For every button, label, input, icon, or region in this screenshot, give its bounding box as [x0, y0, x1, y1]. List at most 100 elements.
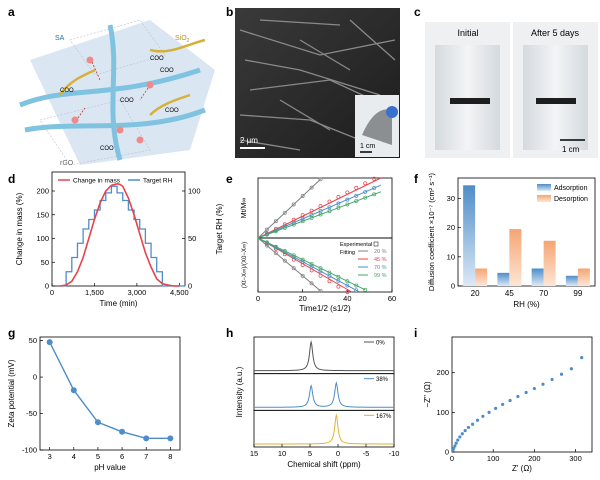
series-line-change-in-mass	[60, 183, 180, 287]
film-after	[536, 98, 576, 104]
fit-line-top-70	[257, 184, 382, 239]
data-point-bottom-20	[309, 281, 314, 286]
data-point-nyquist	[475, 418, 480, 422]
data-point-top-20	[264, 227, 269, 232]
data-point-bottom-99	[354, 283, 359, 288]
x-tick-label: 6	[120, 452, 124, 461]
data-point-top-45	[336, 195, 341, 199]
panel-letter-h: h	[226, 326, 233, 340]
data-point-top-20	[291, 202, 296, 207]
data-point-top-45	[282, 222, 287, 227]
x-tick-label: 8	[168, 452, 172, 461]
data-point-top-99	[300, 219, 305, 224]
data-point-bottom-99	[282, 249, 287, 253]
scale-bar-inset-label: 1 cm	[360, 143, 375, 150]
label-coo: COO	[150, 56, 164, 62]
x-tick-label: 1,500	[85, 288, 104, 297]
fit-line-bottom-20	[257, 237, 321, 292]
data-point-zeta	[143, 435, 150, 442]
fit-line-top-45	[257, 177, 382, 239]
film-sample	[362, 109, 392, 145]
fit-line-bottom-45	[257, 237, 353, 293]
x-tick-label: 5	[308, 449, 312, 458]
y-tick-label: 200	[36, 187, 49, 196]
fit-line-bottom-70	[257, 237, 359, 292]
y-axis-label: (Xt−X∞)/(X0−X∞)	[242, 242, 248, 288]
hydrogen-bond	[139, 87, 149, 101]
legend-label-38: 38%	[376, 377, 389, 383]
x-tick-label: 4	[72, 452, 76, 461]
data-point-nyquist	[466, 425, 471, 430]
y-axis-label: Target RH (%)	[215, 203, 224, 254]
data-point-top-45	[363, 181, 368, 186]
panel-letter-e: e	[226, 172, 233, 186]
data-point-bottom-45	[345, 290, 350, 294]
data-point-top-99	[354, 199, 359, 203]
data-point-bottom-70	[345, 283, 350, 288]
label-after-5-days: After 5 days	[531, 28, 580, 38]
data-point-top-45	[345, 190, 350, 195]
data-point-top-70	[363, 189, 368, 194]
data-point-top-45	[300, 213, 305, 218]
data-point-top-70	[336, 201, 341, 206]
legend-label-99: 99 %	[374, 273, 387, 279]
y-tick-label: 100	[436, 408, 449, 417]
x-axis-label: pH value	[94, 463, 126, 472]
panel-g: g 3 4 5 6 7 8 50 0 -50 -100 Zeta potential (mV) pH v…	[7, 326, 181, 472]
graphene-sheet-top	[69, 19, 166, 76]
data-point-top-99	[363, 195, 368, 200]
panel-d: d0 1,500 3,000 4,500050100150200050100Chang…	[8, 171, 224, 308]
data-point-top-45	[309, 208, 314, 213]
x-tick-label: 45	[505, 289, 514, 298]
data-point-top-20	[282, 210, 287, 215]
data-point-top-99	[336, 205, 341, 210]
data-point-nyquist	[508, 398, 512, 403]
data-point-top-20	[318, 177, 323, 182]
label-sio2: SiO2	[175, 35, 190, 44]
x-tick-label: 0	[256, 294, 260, 303]
data-point-bottom-45	[327, 279, 332, 284]
data-point-bottom-99	[345, 279, 350, 284]
legend-title-fitting: Fitting	[340, 250, 355, 256]
y-tick-label: 0	[33, 373, 37, 382]
data-point-nyquist	[460, 432, 464, 436]
legend-label-45: 45 %	[374, 257, 387, 263]
x-tick-label: 70	[539, 289, 548, 298]
data-point-nyquist	[580, 356, 584, 360]
label-coo: COO	[165, 108, 179, 114]
x-tick-label: -5	[363, 449, 370, 458]
data-point-top-20	[309, 185, 314, 190]
data-point-bottom-20	[273, 251, 278, 256]
data-point-top-99	[273, 229, 278, 234]
label-coo: COO	[160, 68, 174, 74]
data-point-bottom-70	[336, 278, 341, 283]
fit-line-top-99	[257, 191, 382, 239]
data-point-bottom-20	[300, 273, 305, 278]
data-point-nyquist	[541, 382, 545, 386]
y-tick-label: 0	[45, 282, 49, 291]
y-tick-label: 200	[436, 368, 449, 377]
x-tick-label: 3	[48, 452, 52, 461]
panel-letter-d: d	[8, 172, 15, 186]
y-tick-label: 100	[188, 187, 201, 196]
x-tick-label: 200	[528, 454, 541, 463]
schematic-background	[30, 20, 215, 165]
data-point-bottom-20	[291, 266, 296, 271]
plot-frame	[257, 237, 393, 293]
legend-label-adsorption: Adsorption	[554, 185, 588, 192]
data-point-nyquist	[524, 390, 528, 395]
data-point-nyquist	[452, 446, 456, 451]
data-point-top-20	[300, 194, 305, 198]
bar-desorption-20	[475, 268, 488, 286]
water-molecule	[86, 56, 94, 64]
data-point-bottom-45	[291, 257, 296, 262]
panel-letter-g: g	[8, 326, 15, 340]
plot-frame	[457, 177, 596, 287]
spectrum-38	[253, 381, 395, 408]
y-axis-label: Intensity (a.u.)	[235, 366, 244, 417]
legend-label-0: 0%	[376, 341, 385, 347]
graphene-sheet-bottom	[39, 99, 151, 166]
bar-desorption-45	[509, 229, 522, 286]
y-tick-label: 30	[447, 194, 455, 203]
series-line-zeta	[49, 341, 171, 440]
